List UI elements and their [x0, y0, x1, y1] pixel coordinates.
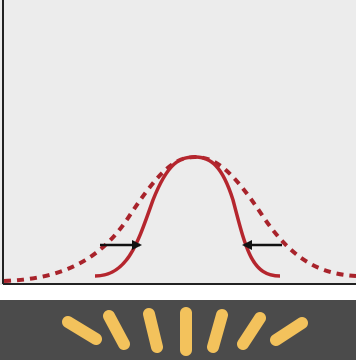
light-panel: [0, 300, 356, 360]
ray: [149, 314, 157, 347]
page: [0, 0, 356, 360]
plot-panel: [0, 0, 356, 285]
illustration: [0, 0, 356, 360]
